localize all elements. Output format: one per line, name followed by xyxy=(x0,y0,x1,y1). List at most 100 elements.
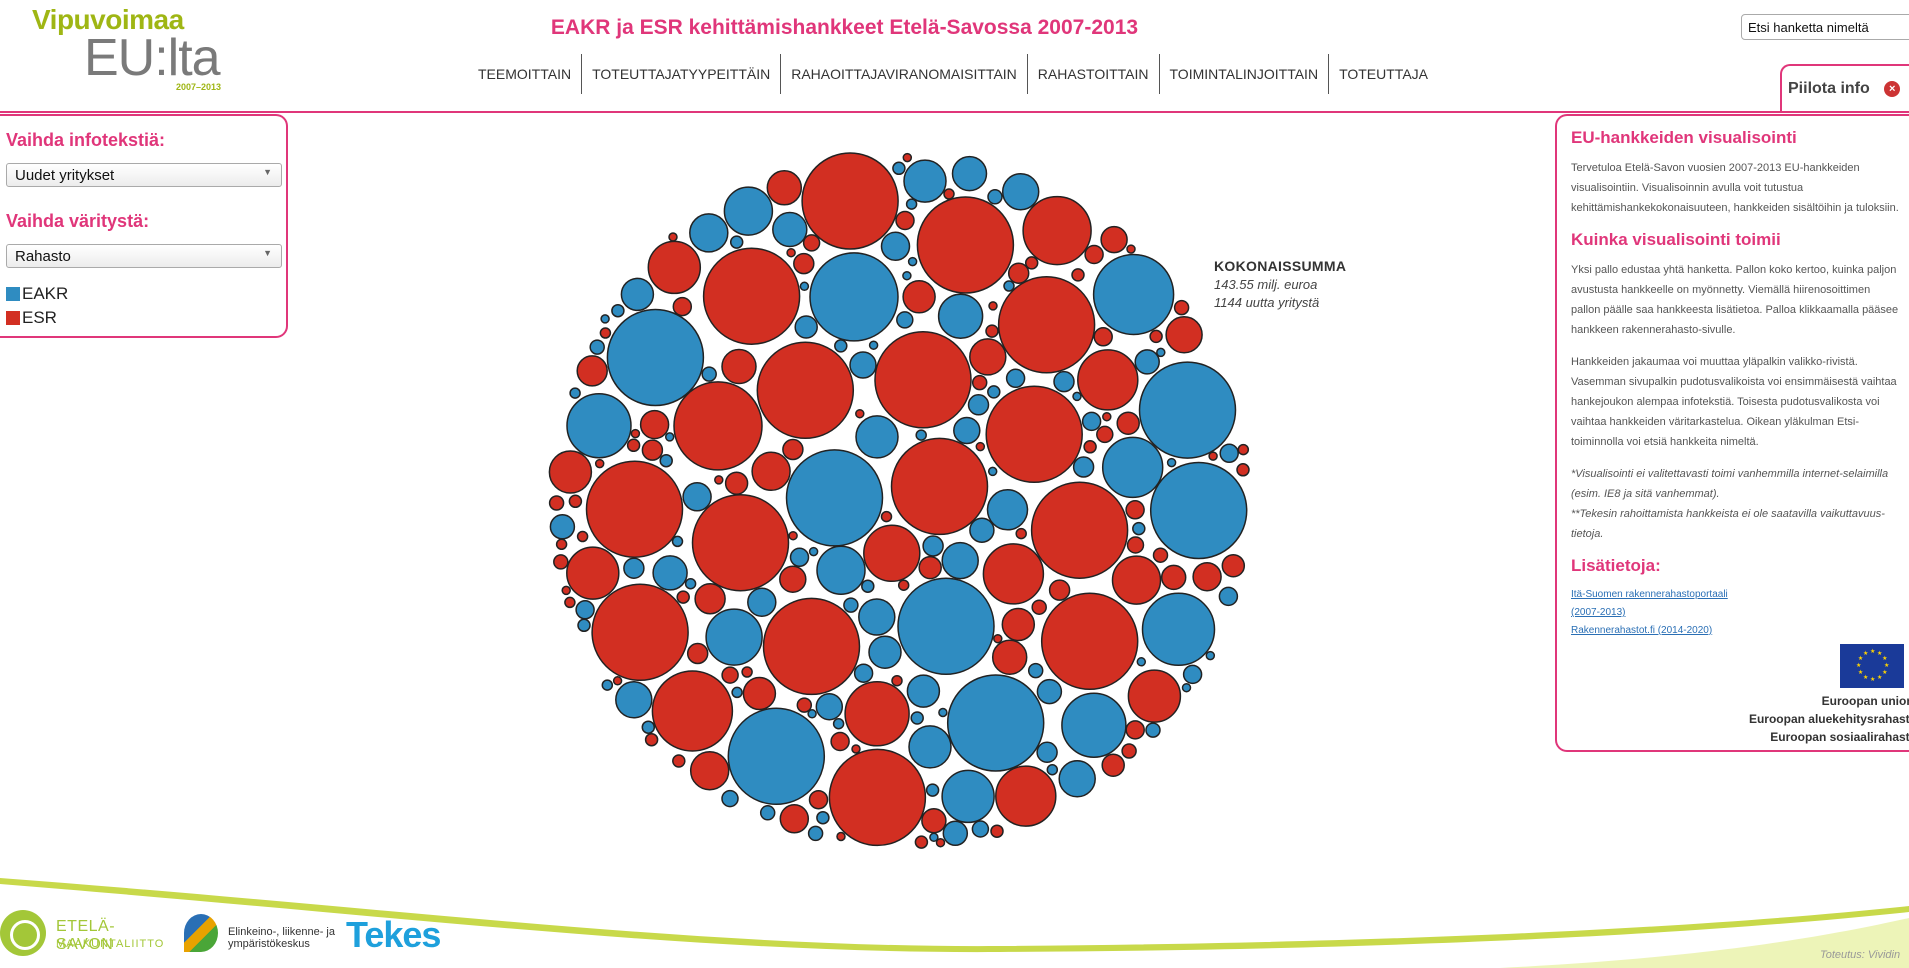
project-bubble[interactable] xyxy=(1205,650,1216,661)
project-bubble[interactable] xyxy=(1219,443,1239,464)
project-bubble[interactable] xyxy=(971,820,990,838)
project-bubble[interactable] xyxy=(916,196,1015,294)
project-bubble[interactable] xyxy=(902,280,936,314)
project-bubble[interactable] xyxy=(868,635,902,669)
project-bubble[interactable] xyxy=(1221,553,1246,578)
project-bubble[interactable] xyxy=(897,579,910,591)
project-bubble[interactable] xyxy=(953,416,981,445)
project-bubble[interactable] xyxy=(990,824,1004,838)
project-bubble[interactable] xyxy=(766,170,803,206)
project-bubble[interactable] xyxy=(751,451,791,492)
project-bubble[interactable] xyxy=(723,186,774,236)
project-bubble[interactable] xyxy=(1081,411,1102,432)
project-bubble[interactable] xyxy=(741,666,753,678)
project-bubble[interactable] xyxy=(575,600,595,620)
project-bubble[interactable] xyxy=(702,247,801,345)
project-bubble[interactable] xyxy=(828,748,927,847)
project-bubble[interactable] xyxy=(816,545,866,595)
hide-info-button[interactable]: Piilota info × xyxy=(1780,64,1909,111)
link-ita-suomen-portaali[interactable]: Itä-Suomen rakennerahastoportaali (2007-… xyxy=(1571,589,1728,618)
project-bubble[interactable] xyxy=(993,633,1003,644)
project-bubble[interactable] xyxy=(925,783,940,797)
project-bubble[interactable] xyxy=(1015,527,1027,540)
project-bubble[interactable] xyxy=(668,232,678,242)
project-bubble[interactable] xyxy=(759,805,776,821)
project-bubble[interactable] xyxy=(855,408,865,419)
infotext-select[interactable]: Uudet yritykset ▼ xyxy=(6,163,282,187)
project-bubble[interactable] xyxy=(897,577,995,676)
project-bubble[interactable] xyxy=(794,315,818,339)
project-bubble[interactable] xyxy=(853,663,874,683)
project-bubble[interactable] xyxy=(987,466,998,477)
project-bubble[interactable] xyxy=(1027,662,1044,679)
project-bubble[interactable] xyxy=(1121,743,1137,759)
project-bubble[interactable] xyxy=(1001,607,1036,642)
project-bubble[interactable] xyxy=(896,311,914,329)
project-bubble[interactable] xyxy=(568,494,583,509)
project-bubble[interactable] xyxy=(849,351,877,379)
project-bubble[interactable] xyxy=(1031,599,1047,615)
project-bubble[interactable] xyxy=(742,676,777,711)
project-bubble[interactable] xyxy=(1061,692,1127,758)
project-bubble[interactable] xyxy=(1141,592,1216,667)
project-bubble[interactable] xyxy=(1126,536,1145,554)
project-bubble[interactable] xyxy=(1218,586,1239,607)
project-bubble[interactable] xyxy=(566,546,620,600)
project-bubble[interactable] xyxy=(799,281,810,292)
project-bubble[interactable] xyxy=(991,639,1028,675)
project-bubble[interactable] xyxy=(576,530,589,543)
project-bubble[interactable] xyxy=(594,458,605,469)
project-bubble[interactable] xyxy=(880,510,893,523)
nav-item-toteuttaja[interactable]: TOTEUTTAJA xyxy=(1339,66,1428,82)
project-bubble[interactable] xyxy=(721,348,757,385)
project-bubble[interactable] xyxy=(832,717,845,730)
project-bubble[interactable] xyxy=(589,339,605,355)
project-bubble[interactable] xyxy=(985,385,1083,484)
project-bubble[interactable] xyxy=(858,598,896,636)
project-bubble[interactable] xyxy=(599,327,612,339)
project-bubble[interactable] xyxy=(577,618,591,633)
project-bubble[interactable] xyxy=(747,587,777,617)
project-bubble[interactable] xyxy=(880,231,911,262)
project-bubble[interactable] xyxy=(689,213,729,253)
project-bubble[interactable] xyxy=(705,608,763,666)
project-bubble[interactable] xyxy=(836,831,846,842)
project-bubble[interactable] xyxy=(1001,172,1040,211)
project-bubble[interactable] xyxy=(1003,280,1015,292)
project-bubble[interactable] xyxy=(1036,741,1058,764)
project-bubble[interactable] xyxy=(786,247,796,258)
project-bubble[interactable] xyxy=(907,256,918,267)
tekes-logo[interactable]: Tekes xyxy=(346,914,441,955)
project-bubble[interactable] xyxy=(808,546,819,557)
project-bubble[interactable] xyxy=(801,152,899,250)
project-bubble[interactable] xyxy=(548,495,565,511)
project-bubble[interactable] xyxy=(651,670,734,752)
project-bubble[interactable] xyxy=(566,392,632,459)
project-bubble[interactable] xyxy=(671,535,684,548)
project-bubble[interactable] xyxy=(1116,411,1140,435)
project-bubble[interactable] xyxy=(724,471,749,495)
project-bubble[interactable] xyxy=(892,161,906,176)
project-bubble[interactable] xyxy=(985,324,999,338)
project-bubble[interactable] xyxy=(834,339,848,353)
project-bubble[interactable] xyxy=(1182,664,1203,685)
project-bubble[interactable] xyxy=(1152,547,1169,563)
project-bubble[interactable] xyxy=(1127,669,1182,723)
nav-item-teemoittain[interactable]: TEEMOITTAIN xyxy=(470,54,583,94)
project-bubble[interactable] xyxy=(1083,440,1097,454)
project-bubble[interactable] xyxy=(689,750,730,791)
project-bubble[interactable] xyxy=(946,674,1045,772)
project-bubble[interactable] xyxy=(969,517,995,543)
vipuvoimaa-logo[interactable]: Vipuvoimaa EU:lta 2007–2013 xyxy=(32,4,242,94)
project-bubble[interactable] xyxy=(1237,443,1250,456)
project-bubble[interactable] xyxy=(815,692,844,721)
project-bubble[interactable] xyxy=(1111,555,1162,605)
project-bubble[interactable] xyxy=(647,240,702,295)
project-bubble[interactable] xyxy=(772,211,808,248)
project-bubble[interactable] xyxy=(714,475,724,485)
nav-item-toteuttajatyypeittain[interactable]: TOTEUTTAJATYYPEITTÄIN xyxy=(582,54,782,94)
project-bubble[interactable] xyxy=(942,820,969,847)
project-bubble[interactable] xyxy=(1126,244,1136,254)
etela-savon-maakuntaliitto-logo[interactable]: ETELÄ-SAVON MAAKUNTALIITTO xyxy=(0,908,170,958)
project-bubble[interactable] xyxy=(1149,329,1163,344)
